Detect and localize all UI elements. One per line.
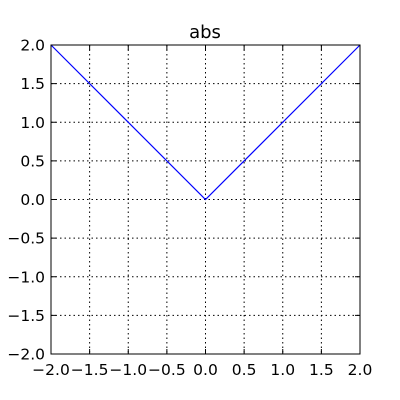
series-line-abs: [50, 44, 361, 201]
x-tick-label: −1.5: [71, 361, 109, 379]
plot-series: [50, 44, 361, 201]
x-tick-label: −1.0: [109, 361, 147, 379]
x-tick-label: 0.0: [193, 361, 218, 379]
y-tick-label: 0.0: [20, 191, 45, 209]
y-tick-label: −0.5: [7, 230, 45, 248]
y-tick-label: 1.0: [20, 114, 45, 132]
grid: [50, 44, 361, 355]
x-tick-label: −2.0: [32, 361, 70, 379]
x-axis-tick-labels: −2.0 −1.5 −1.0 −0.5 0.0 0.5 1.0 1.5 2.0: [32, 361, 372, 379]
x-tick-label: −0.5: [148, 361, 186, 379]
y-axis-tick-labels: −2.0 −1.5 −1.0 −0.5 0.0 0.5 1.0 1.5 2.0: [7, 37, 45, 364]
y-tick-label: −2.0: [7, 346, 45, 364]
x-tick-label: 0.5: [232, 361, 257, 379]
x-tick-label: 1.0: [270, 361, 295, 379]
chart-title: abs: [189, 22, 221, 43]
y-tick-label: −1.0: [7, 268, 45, 286]
y-tick-label: −1.5: [7, 307, 45, 325]
y-tick-label: 0.5: [20, 152, 45, 170]
x-tick-label: 1.5: [309, 361, 334, 379]
x-tick-label: 2.0: [348, 361, 373, 379]
y-tick-label: 1.5: [20, 75, 45, 93]
axis-ticks: [50, 44, 361, 355]
y-tick-label: 2.0: [20, 37, 45, 55]
